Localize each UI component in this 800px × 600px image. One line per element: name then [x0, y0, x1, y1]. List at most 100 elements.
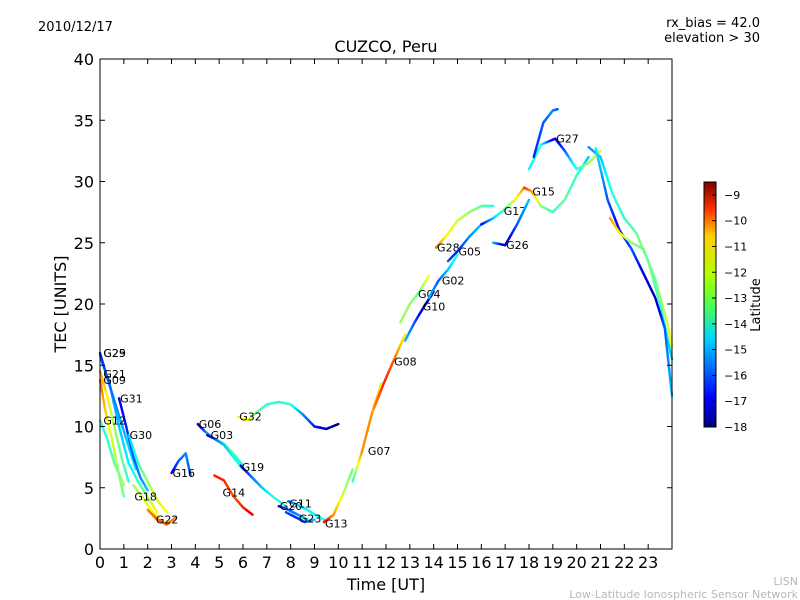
colorbar-ticks: −9 −10 −11 −12 −13 −14 −15 −16 −17 −18: [712, 189, 747, 434]
sat-label-g31: G31: [120, 392, 143, 405]
sat-label-g16: G16: [173, 467, 196, 480]
data-segment: [665, 342, 669, 353]
x-tick-label: 7: [262, 553, 272, 572]
colorbar-tick-label: −9: [724, 189, 740, 202]
x-axis-label: Time [UT]: [346, 575, 425, 594]
sat-label-g23: G23: [299, 512, 322, 525]
data-segment: [240, 463, 245, 467]
chart-title: CUZCO, Peru: [334, 37, 437, 56]
series-G09: G09: [98, 374, 126, 498]
y-tick-label: 25: [74, 234, 94, 253]
colorbar-tick-label: −15: [724, 344, 747, 357]
series-G31: G31: [117, 392, 149, 492]
credit-network: Low-Latitude Ionospheric Sensor Network: [569, 588, 798, 600]
sat-label-g19: G19: [242, 461, 265, 474]
sat-label-g13: G13: [325, 517, 348, 530]
x-tick-label: 10: [328, 553, 348, 572]
series-G07: G07: [351, 382, 391, 483]
colorbar-tick-label: −16: [724, 369, 747, 382]
x-tick-label: 1: [119, 553, 129, 572]
x-tick-label: 20: [566, 553, 586, 572]
series-arc-33: [608, 217, 674, 349]
sat-label-g08: G08: [394, 356, 417, 369]
data-segment: [402, 333, 407, 339]
colorbar-tick-label: −10: [724, 215, 747, 228]
series-G15: G15: [523, 155, 590, 214]
credit-lisn: LISN: [773, 575, 798, 588]
data-segment: [126, 477, 130, 483]
rx-bias-label: rx_bias = 42.0: [666, 16, 760, 31]
sat-label-g18: G18: [134, 490, 157, 503]
sat-label-g27: G27: [556, 133, 579, 146]
colorbar-tick-label: −12: [724, 266, 747, 279]
y-tick-label: 40: [74, 50, 94, 69]
sat-label-g30: G30: [130, 429, 153, 442]
data-segment: [666, 357, 671, 368]
data-segment: [667, 364, 671, 375]
data-segment: [597, 149, 602, 154]
x-tick-label: 9: [309, 553, 319, 572]
x-tick-label: 3: [166, 553, 176, 572]
sat-label-g28: G28: [437, 242, 460, 255]
series-G02: G02: [427, 253, 464, 300]
series-G28: G28: [434, 204, 495, 255]
x-tick-label: 19: [543, 553, 563, 572]
series-G03: G03: [206, 429, 245, 471]
y-tick-label: 20: [74, 295, 94, 314]
data-segment: [122, 492, 126, 498]
series-G27: G27: [527, 133, 602, 171]
x-tick-label: 13: [400, 553, 420, 572]
colorbar-tick-label: −17: [724, 395, 747, 408]
data-segment: [133, 464, 137, 471]
x-tick-label: 23: [638, 553, 658, 572]
sat-label-g05: G05: [459, 245, 482, 258]
data-segment: [164, 509, 168, 514]
sat-label-g22: G22: [156, 514, 179, 527]
y-axis-label: TEC [UNITS]: [51, 256, 70, 354]
x-tick-label: 11: [352, 553, 372, 572]
data-segment: [455, 253, 459, 258]
x-tick-label: 16: [471, 553, 491, 572]
series-G13: G13: [322, 468, 354, 530]
series-G21: G21: [98, 368, 130, 483]
data-segment: [350, 468, 354, 474]
x-tick-label: 21: [590, 553, 610, 572]
data-segment: [335, 422, 340, 426]
series-arc-30: [532, 108, 559, 159]
sat-label-g29: G29: [103, 347, 126, 360]
sat-label-g10: G10: [423, 300, 446, 313]
data-segment: [174, 515, 178, 520]
data-segment: [586, 155, 590, 161]
series-G08: G08: [372, 333, 417, 410]
data-segment: [145, 487, 149, 492]
colorbar-tick-label: −14: [724, 318, 747, 331]
sat-label-g09: G09: [103, 374, 126, 387]
sat-label-g14: G14: [223, 487, 246, 500]
x-tick-label: 2: [143, 553, 153, 572]
x-tick-label: 5: [214, 553, 224, 572]
series-G04: G04: [399, 274, 441, 324]
sat-label-g06: G06: [199, 418, 222, 431]
x-tick-label: 8: [286, 553, 296, 572]
y-tick-label: 15: [74, 356, 94, 375]
y-tick-label: 5: [84, 479, 94, 498]
sat-label-g25: G25: [103, 347, 126, 360]
data-segment: [283, 503, 288, 508]
colorbar: [703, 181, 717, 428]
data-segment: [668, 372, 672, 383]
y-tick-label: 10: [74, 418, 94, 437]
colorbar-label: Latitude: [749, 278, 764, 332]
sat-label-g11: G11: [289, 498, 312, 511]
sat-label-g12: G12: [103, 414, 126, 427]
x-tick-label: 0: [95, 553, 105, 572]
sat-label-g07: G07: [368, 445, 391, 458]
x-tick-label: 18: [519, 553, 539, 572]
series-arc-31: [587, 145, 674, 361]
y-tick-label: 35: [74, 111, 94, 130]
series-G14: G14: [213, 474, 254, 516]
data-segment: [121, 481, 126, 487]
series-G12: G12: [98, 414, 126, 487]
data-segment: [250, 512, 254, 516]
